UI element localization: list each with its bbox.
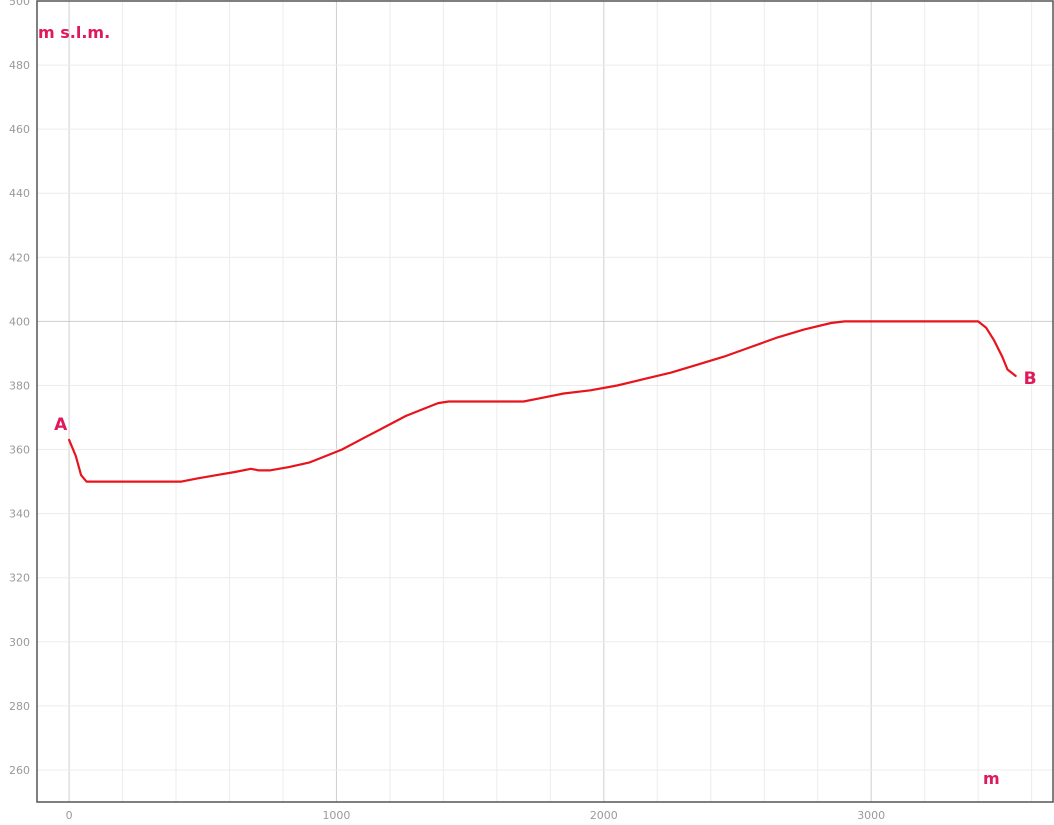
y-tick-label: 260 [9,764,30,777]
end-point-label: B [1024,369,1037,389]
major-grid [37,0,1053,802]
y-tick-label: 480 [9,59,30,72]
x-tick-label: 2000 [590,809,618,822]
plot-frame [36,0,1054,803]
y-axis-title: m s.l.m. [38,23,110,42]
y-tick-label: 300 [9,636,30,649]
x-tick-label: 0 [66,809,73,822]
y-tick-label: 380 [9,379,30,392]
y-tick-label: 360 [9,444,30,457]
y-tick-label: 440 [9,187,30,200]
start-point-label: A [54,415,68,435]
y-tick-label: 320 [9,572,30,585]
x-tick-label: 1000 [322,809,350,822]
elevation-profile-line [68,320,1017,483]
tick-labels: 260 280 300 320 340 360 380 400 420 440 460 480 500 0… [9,0,885,822]
y-tick-label: 280 [9,700,30,713]
x-axis-title: m [983,769,1000,788]
y-tick-label: 460 [9,123,30,136]
y-tick-label: 500 [9,0,30,8]
y-tick-label: 400 [9,315,30,328]
y-tick-label: 420 [9,251,30,264]
plot-background [37,1,1053,802]
y-tick-label: 340 [9,508,30,521]
x-tick-label: 3000 [857,809,885,822]
